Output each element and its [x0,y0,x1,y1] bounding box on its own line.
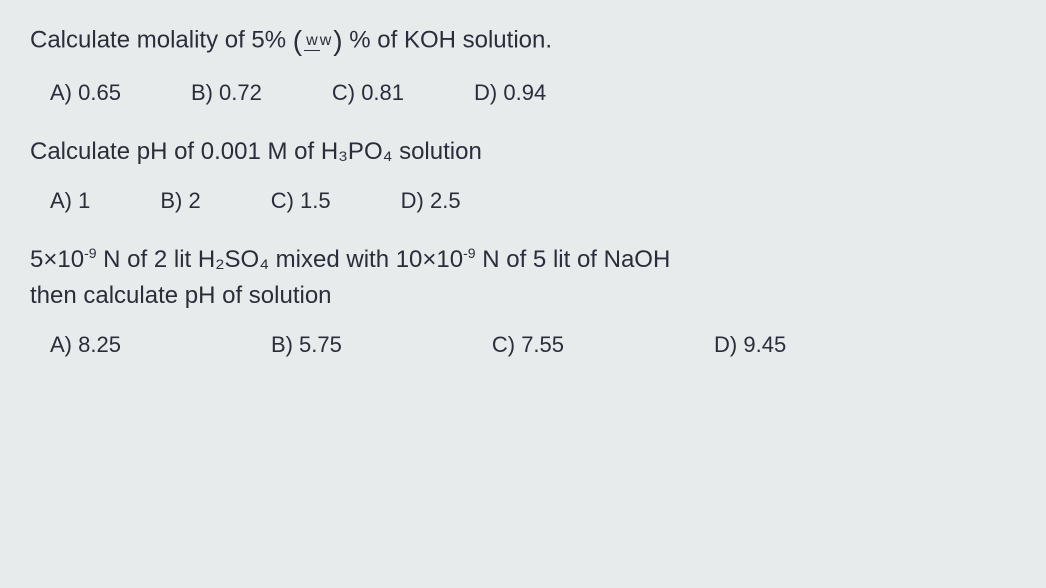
q3-line1-mid: N of 2 lit H₂SO₄ mixed with 10×10 [97,246,464,273]
question-2: Calculate pH of 0.001 M of H₃PO₄ solutio… [30,134,1016,214]
q3-option-d: D) 9.45 [714,332,786,358]
question-1-text: Calculate molality of 5% (ww) % of KOH s… [30,20,1016,62]
q3-line1-pre: 5×10 [30,246,84,273]
open-paren: ( [293,25,302,56]
question-2-text: Calculate pH of 0.001 M of H₃PO₄ solutio… [30,134,1016,170]
q2-option-c: C) 1.5 [271,188,331,214]
q3-exp1: -9 [84,245,96,261]
question-3: 5×10-9 N of 2 lit H₂SO₄ mixed with 10×10… [30,242,1016,358]
question-1: Calculate molality of 5% (ww) % of KOH s… [30,20,1016,106]
q3-option-a: A) 8.25 [50,332,121,358]
q1-prompt-after: % of KOH solution. [349,26,552,53]
close-paren: ) [333,25,342,56]
q2-option-b: B) 2 [160,188,200,214]
q3-options: A) 8.25 B) 5.75 C) 7.55 D) 9.45 [50,332,1016,358]
q2-options: A) 1 B) 2 C) 1.5 D) 2.5 [50,188,1016,214]
q3-line2: then calculate pH of solution [30,282,332,309]
q1-option-d: D) 0.94 [474,80,546,106]
q3-exp2: -9 [463,245,475,261]
question-3-text: 5×10-9 N of 2 lit H₂SO₄ mixed with 10×10… [30,242,1016,314]
q1-option-c: C) 0.81 [332,80,404,106]
q1-options: A) 0.65 B) 0.72 C) 0.81 D) 0.94 [50,80,1016,106]
q1-prompt-before: Calculate molality of 5% [30,26,286,53]
q1-option-b: B) 0.72 [191,80,262,106]
q2-option-d: D) 2.5 [401,188,461,214]
frac-bot: w [320,31,332,49]
q3-option-b: B) 5.75 [271,332,342,358]
q3-option-c: C) 7.55 [492,332,564,358]
q3-line1-post: N of 5 lit of NaOH [476,246,671,273]
q2-option-a: A) 1 [50,188,90,214]
q1-option-a: A) 0.65 [50,80,121,106]
frac-top: w [304,32,320,51]
fraction-ww: ww [304,33,331,49]
